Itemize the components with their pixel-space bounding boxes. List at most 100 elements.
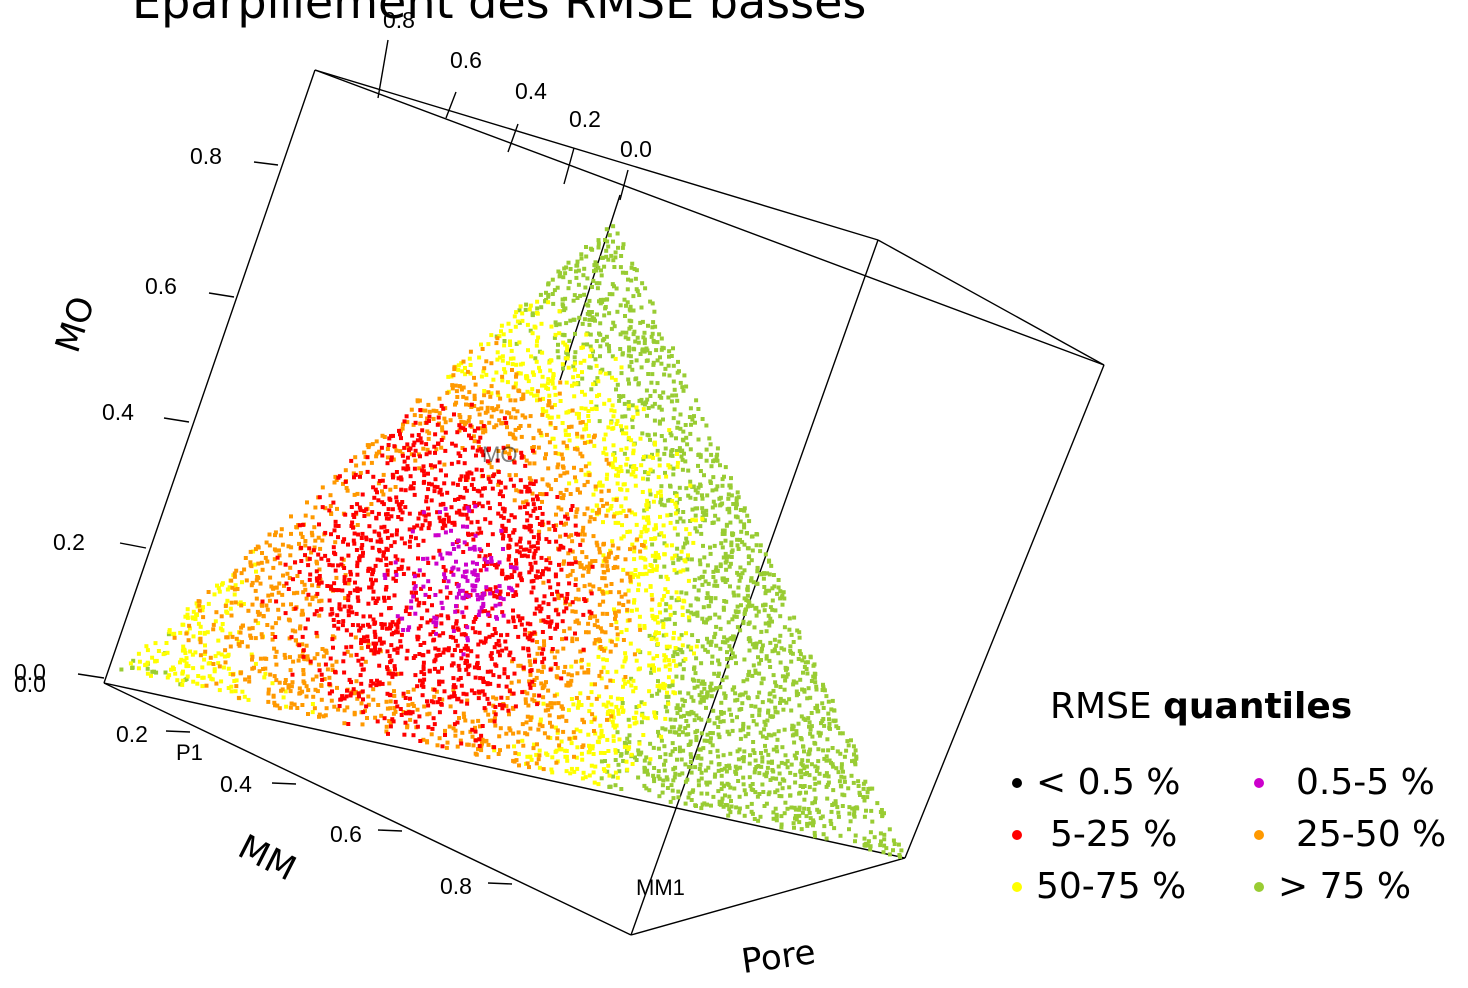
scatter-point bbox=[376, 540, 380, 544]
scatter-point bbox=[849, 819, 853, 823]
scatter-point bbox=[773, 680, 777, 684]
scatter-point bbox=[841, 804, 845, 808]
scatter-point bbox=[388, 488, 392, 492]
scatter-point bbox=[554, 608, 558, 612]
scatter-point bbox=[615, 422, 619, 426]
scatter-point bbox=[521, 744, 525, 748]
scatter-point bbox=[377, 533, 381, 537]
scatter-point bbox=[528, 663, 532, 667]
scatter-point bbox=[551, 292, 555, 296]
scatter-point bbox=[528, 755, 532, 759]
scatter-point bbox=[882, 850, 886, 854]
scatter-point bbox=[603, 447, 607, 451]
scatter-point bbox=[589, 247, 593, 251]
scatter-point bbox=[591, 565, 595, 569]
scatter-point bbox=[352, 515, 356, 519]
scatter-point bbox=[245, 578, 249, 582]
scatter-point bbox=[602, 571, 606, 575]
scatter-point bbox=[501, 494, 505, 498]
scatter-point bbox=[555, 674, 559, 678]
scatter-point bbox=[278, 681, 282, 685]
scatter-point bbox=[616, 232, 620, 236]
scatter-point bbox=[267, 692, 271, 696]
scatter-point bbox=[648, 438, 652, 442]
scatter-point bbox=[517, 763, 521, 767]
scatter-point bbox=[529, 545, 533, 549]
scatter-point bbox=[324, 663, 328, 667]
scatter-point bbox=[809, 728, 813, 732]
scatter-point bbox=[738, 538, 742, 542]
scatter-point bbox=[290, 635, 294, 639]
scatter-point bbox=[774, 807, 778, 811]
scatter-point bbox=[681, 468, 685, 472]
scatter-point bbox=[384, 547, 388, 551]
scatter-point bbox=[733, 691, 737, 695]
scatter-point bbox=[808, 811, 812, 815]
scatter-point bbox=[266, 608, 270, 612]
scatter-point bbox=[460, 513, 464, 517]
scatter-point bbox=[576, 706, 580, 710]
scatter-point bbox=[722, 599, 726, 603]
scatter-point bbox=[233, 575, 237, 579]
scatter-point bbox=[549, 768, 553, 772]
scatter-point bbox=[426, 650, 430, 654]
scatter-point bbox=[710, 661, 714, 665]
scatter-point bbox=[246, 645, 250, 649]
scatter-point bbox=[801, 785, 805, 789]
scatter-point bbox=[486, 623, 490, 627]
scatter-point bbox=[517, 389, 521, 393]
scatter-point bbox=[640, 431, 644, 435]
scatter-point bbox=[532, 461, 536, 465]
scatter-point bbox=[287, 618, 291, 622]
scatter-point bbox=[631, 679, 635, 683]
scatter-point bbox=[592, 534, 596, 538]
scatter-point bbox=[422, 539, 426, 543]
scatter-point bbox=[836, 749, 840, 753]
scatter-point bbox=[550, 705, 554, 709]
scatter-point bbox=[654, 494, 658, 498]
scatter-point bbox=[352, 687, 356, 691]
scatter-point bbox=[892, 839, 896, 843]
scatter-point bbox=[455, 389, 459, 393]
scatter-point bbox=[327, 676, 331, 680]
scatter-point bbox=[491, 673, 495, 677]
scatter-point bbox=[538, 766, 542, 770]
scatter-point bbox=[825, 771, 829, 775]
scatter-point bbox=[456, 483, 460, 487]
scatter-point bbox=[821, 685, 825, 689]
scatter-point bbox=[556, 612, 560, 616]
scatter-point bbox=[302, 648, 306, 652]
scatter-point bbox=[653, 617, 657, 621]
scatter-point bbox=[350, 521, 354, 525]
scatter-point bbox=[573, 475, 577, 479]
scatter-point bbox=[577, 283, 581, 287]
scatter-point bbox=[741, 722, 745, 726]
scatter-point bbox=[673, 772, 677, 776]
scatter-point bbox=[747, 554, 751, 558]
scatter-point bbox=[490, 651, 494, 655]
scatter-point bbox=[736, 543, 740, 547]
scatter-point bbox=[401, 558, 405, 562]
scatter-point bbox=[348, 605, 352, 609]
scatter-point bbox=[490, 384, 494, 388]
scatter-point bbox=[451, 482, 455, 486]
scatter-point bbox=[699, 532, 703, 536]
scatter-point bbox=[659, 396, 663, 400]
scatter-point bbox=[225, 599, 229, 603]
scatter-point bbox=[450, 653, 454, 657]
scatter-point bbox=[402, 692, 406, 696]
scatter-point bbox=[705, 596, 709, 600]
scatter-point bbox=[608, 233, 612, 237]
scatter-point bbox=[453, 648, 457, 652]
scatter-point bbox=[666, 786, 670, 790]
scatter-point bbox=[664, 664, 668, 668]
scatter-point bbox=[675, 399, 679, 403]
scatter-point bbox=[830, 803, 834, 807]
scatter-point bbox=[828, 727, 832, 731]
scatter-point bbox=[394, 495, 398, 499]
scatter-point bbox=[396, 630, 400, 634]
scatter-point bbox=[575, 671, 579, 675]
scatter-point bbox=[653, 389, 657, 393]
scatter-point bbox=[548, 721, 552, 725]
scatter-point bbox=[371, 475, 375, 479]
